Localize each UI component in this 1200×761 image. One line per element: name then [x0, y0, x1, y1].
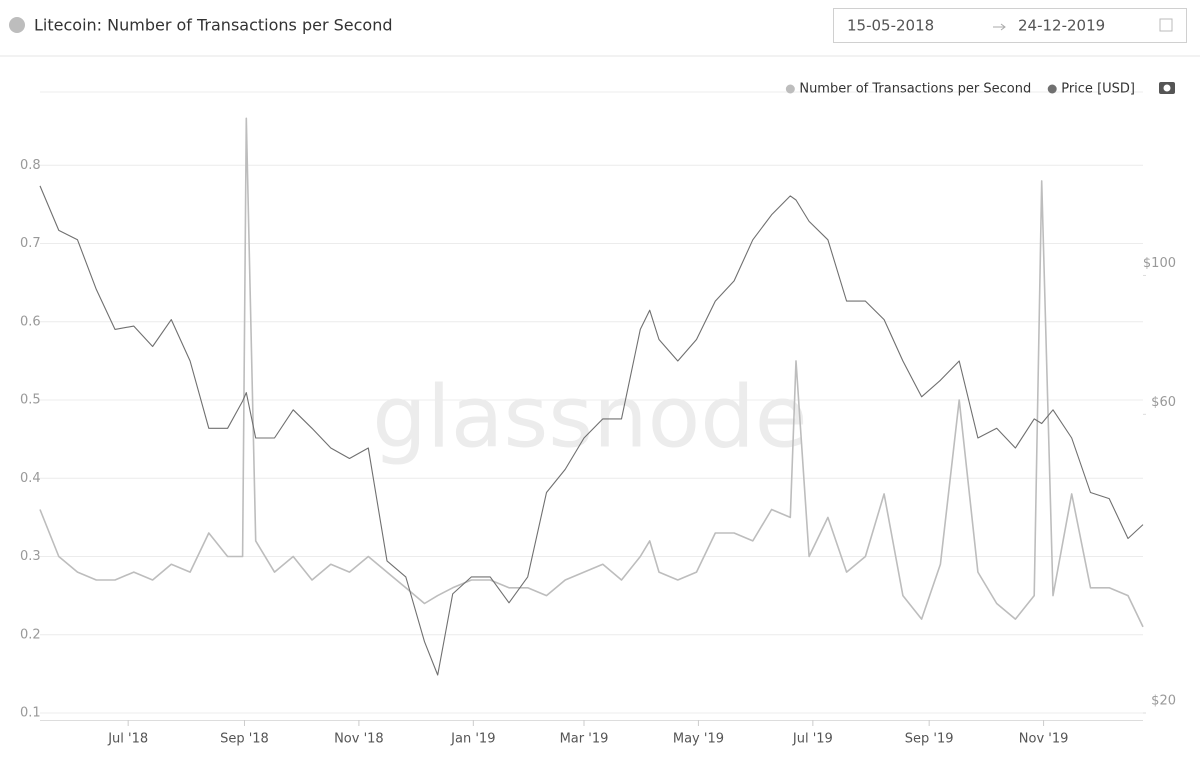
series-line — [39, 117, 1144, 628]
y2-tick-label: $100 — [1143, 256, 1176, 271]
y-tick-label: 0.7 — [20, 236, 41, 251]
x-tick-label: Sep '18 — [220, 732, 269, 747]
x-tick-label: Jul '19 — [792, 732, 833, 747]
y-tick-label: 0.4 — [20, 471, 41, 486]
legend-swatch — [785, 84, 795, 94]
x-tick-label: Mar '19 — [560, 732, 609, 747]
y2-tick-label: $20 — [1151, 694, 1176, 709]
x-tick-label: Jul '18 — [107, 732, 148, 747]
y2-tick-label: $60 — [1151, 395, 1176, 410]
y-tick-label: 0.8 — [20, 158, 41, 173]
chart-title: Litecoin: Number of Transactions per Sec… — [34, 16, 393, 35]
legend-label: Price [USD] — [1061, 82, 1135, 97]
x-tick-label: May '19 — [673, 732, 724, 747]
coin-icon — [9, 17, 25, 33]
y-tick-label: 0.3 — [20, 549, 41, 564]
y-tick-label: 0.6 — [20, 314, 41, 329]
x-tick-label: Jan '19 — [450, 732, 495, 747]
watermark: glassnode — [372, 367, 807, 467]
x-tick-label: Nov '19 — [1019, 732, 1069, 747]
x-tick-label: Nov '18 — [334, 732, 384, 747]
y-tick-label: 0.1 — [20, 706, 41, 721]
legend-label: Number of Transactions per Second — [799, 82, 1031, 97]
y-tick-label: 0.5 — [20, 393, 41, 408]
date-picker[interactable] — [833, 8, 1187, 43]
series-line — [39, 185, 1144, 676]
y-tick-label: 0.2 — [20, 627, 41, 642]
camera-lens — [1163, 84, 1171, 92]
date-end[interactable]: 24-12-2019 — [1018, 17, 1105, 35]
date-start[interactable]: 15-05-2018 — [847, 17, 934, 35]
legend-swatch — [1047, 84, 1057, 94]
date-arrow — [993, 23, 1006, 31]
calendar-icon[interactable] — [1159, 18, 1173, 32]
x-tick-label: Sep '19 — [905, 732, 954, 747]
